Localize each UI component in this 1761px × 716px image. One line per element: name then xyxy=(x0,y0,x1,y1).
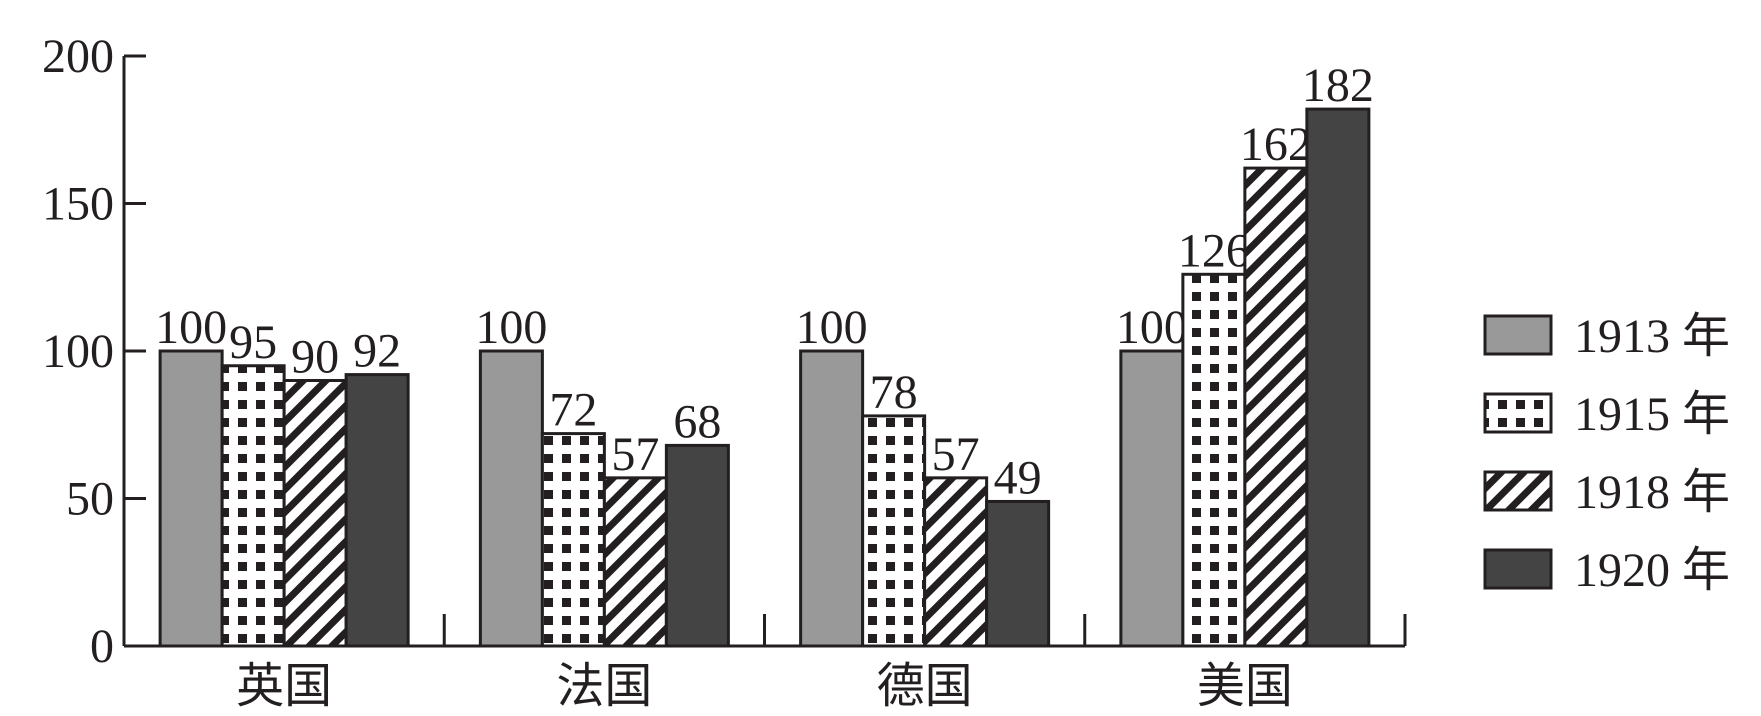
value-label: 100 xyxy=(1116,301,1188,354)
value-label: 100 xyxy=(155,301,227,354)
bar xyxy=(1181,272,1247,648)
value-label: 49 xyxy=(994,451,1042,504)
value-label: 182 xyxy=(1302,59,1374,112)
bar xyxy=(220,364,286,648)
legend-label: 1915 年 xyxy=(1574,388,1730,441)
bar xyxy=(540,432,606,648)
value-label: 92 xyxy=(353,325,401,378)
value-label: 95 xyxy=(229,316,277,369)
x-tick-label: 德国 xyxy=(877,660,973,713)
bar xyxy=(1305,107,1371,648)
bar xyxy=(664,443,730,648)
bar xyxy=(158,349,224,648)
legend-label: 1918 年 xyxy=(1574,466,1730,519)
legend-swatch xyxy=(1483,470,1553,512)
value-label: 100 xyxy=(796,301,868,354)
legend-swatch xyxy=(1483,548,1553,590)
bar xyxy=(861,414,927,648)
bar xyxy=(923,476,989,648)
y-tick-label: 150 xyxy=(42,178,114,231)
legend-label: 1920 年 xyxy=(1574,544,1730,597)
y-tick-label: 0 xyxy=(90,620,114,673)
y-tick-label: 100 xyxy=(42,325,114,378)
bar xyxy=(1243,166,1309,648)
value-label: 90 xyxy=(291,331,339,384)
bar xyxy=(344,373,410,648)
bar xyxy=(282,379,348,648)
legend-label: 1913 年 xyxy=(1574,310,1730,363)
bar xyxy=(799,349,865,648)
value-label: 78 xyxy=(870,366,918,419)
value-label: 57 xyxy=(932,428,980,481)
bar xyxy=(985,499,1051,648)
value-label: 162 xyxy=(1240,118,1312,171)
value-label: 68 xyxy=(673,395,721,448)
bar xyxy=(1119,349,1185,648)
x-tick-label: 英国 xyxy=(236,660,332,713)
y-tick-label: 200 xyxy=(42,30,114,83)
x-tick-label: 法国 xyxy=(556,660,652,713)
bar xyxy=(478,349,544,648)
value-label: 100 xyxy=(475,301,547,354)
value-label: 57 xyxy=(611,428,659,481)
value-label: 126 xyxy=(1178,224,1250,277)
x-tick-label: 美国 xyxy=(1197,660,1293,713)
value-label: 72 xyxy=(549,384,597,437)
bar xyxy=(602,476,668,648)
legend-swatch xyxy=(1483,392,1553,434)
legend-swatch xyxy=(1483,314,1553,356)
y-tick-label: 50 xyxy=(66,473,114,526)
